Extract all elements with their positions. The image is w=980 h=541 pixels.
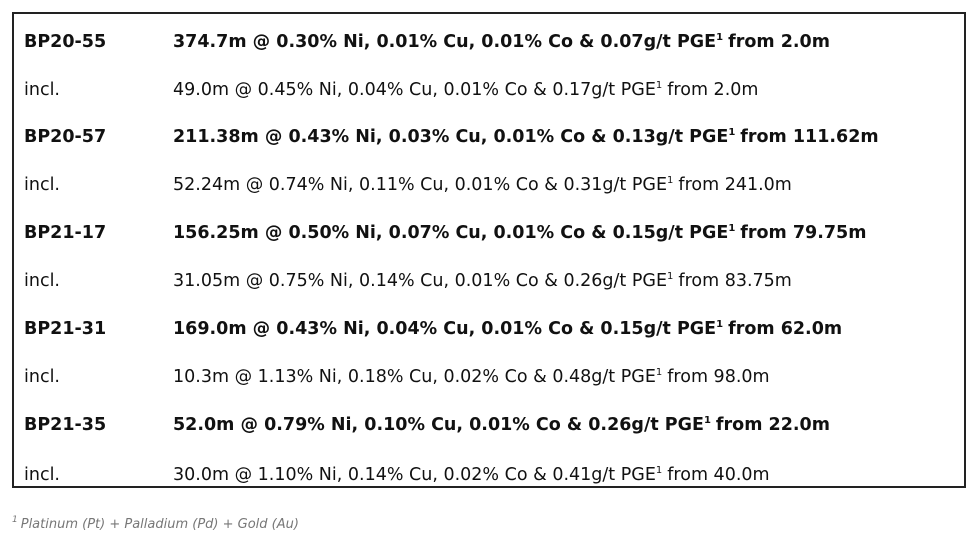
from-depth: from 241.0m [678,175,792,195]
intercept: 30.0m @ 1.10% Ni, 0.14% Cu, 0.02% Co & 0… [173,465,770,485]
intercept: 10.3m @ 1.13% Ni, 0.18% Cu, 0.02% Co & 0… [173,367,770,387]
intercept-text: 156.25m @ 0.50% Ni, 0.07% Cu, 0.01% Co &… [173,223,729,243]
from-depth: from 22.0m [715,415,830,435]
note-mark: 1 [716,319,724,330]
intercept-text: 169.0m @ 0.43% Ni, 0.04% Cu, 0.01% Co & … [173,319,717,339]
intercept-text: 52.24m @ 0.74% Ni, 0.11% Cu, 0.01% Co & … [173,175,668,195]
from-depth: from 111.62m [740,127,879,147]
hole-id: BP21-17 [24,223,107,243]
note-mark: 1 [667,271,674,282]
hole-id: BP21-35 [24,415,107,435]
from-depth: from 2.0m [667,80,759,100]
note-mark: 1 [655,465,663,476]
from-depth: from 40.0m [667,465,770,485]
intercept: 374.7m @ 0.30% Ni, 0.01% Cu, 0.01% Co & … [173,32,830,52]
note-mark: 1 [655,80,663,91]
footnote-text: Platinum (Pt) + Palladium (Pd) + Gold (A… [20,517,299,532]
table-row: incl. 30.0m @ 1.10% Ni, 0.14% Cu, 0.02% C… [14,451,964,499]
hole-id: incl. [24,80,60,100]
hole-id: incl. [24,367,60,387]
hole-id: BP20-57 [24,127,107,147]
from-depth: from 79.75m [740,223,867,243]
intercept-text: 374.7m @ 0.30% Ni, 0.01% Cu, 0.01% Co & … [173,32,717,52]
footnote: 1 Platinum (Pt) + Palladium (Pd) + Gold (… [12,515,299,532]
intercept: 52.0m @ 0.79% Ni, 0.10% Cu, 0.01% Co & 0… [173,415,830,435]
table-row: incl. 31.05m @ 0.75% Ni, 0.14% Cu, 0.01% … [14,257,964,305]
hole-id: incl. [24,271,60,291]
footnote-mark: 1 [12,515,18,525]
table-row: incl. 49.0m @ 0.45% Ni, 0.04% Cu, 0.01% C… [14,66,964,114]
table-row: BP20-57 211.38m @ 0.43% Ni, 0.03% Cu, 0.0… [14,113,964,161]
intercept: 156.25m @ 0.50% Ni, 0.07% Cu, 0.01% Co &… [173,223,866,243]
intercept: 49.0m @ 0.45% Ni, 0.04% Cu, 0.01% Co & 0… [173,80,758,100]
note-mark: 1 [667,175,674,186]
hole-id: incl. [24,175,60,195]
table-row: BP20-55 374.7m @ 0.30% Ni, 0.01% Cu, 0.01… [14,18,964,66]
intercept-text: 30.0m @ 1.10% Ni, 0.14% Cu, 0.02% Co & 0… [173,465,656,485]
from-depth: from 62.0m [728,319,843,339]
intercept: 31.05m @ 0.75% Ni, 0.14% Cu, 0.01% Co & … [173,271,792,291]
from-depth: from 98.0m [667,367,770,387]
hole-id: BP21-31 [24,319,107,339]
note-mark: 1 [728,223,736,234]
note-mark: 1 [703,415,711,426]
note-mark: 1 [728,127,736,138]
table-row: BP21-35 52.0m @ 0.79% Ni, 0.10% Cu, 0.01%… [14,401,964,449]
intercept-text: 31.05m @ 0.75% Ni, 0.14% Cu, 0.01% Co & … [173,271,668,291]
intercept: 211.38m @ 0.43% Ni, 0.03% Cu, 0.01% Co &… [173,127,879,147]
intercept-text: 49.0m @ 0.45% Ni, 0.04% Cu, 0.01% Co & 0… [173,80,656,100]
note-mark: 1 [716,32,724,43]
table-row: BP21-31 169.0m @ 0.43% Ni, 0.04% Cu, 0.01… [14,305,964,353]
hole-id: incl. [24,465,60,485]
results-table: BP20-55 374.7m @ 0.30% Ni, 0.01% Cu, 0.01… [12,12,966,488]
hole-id: BP20-55 [24,32,107,52]
table-row: incl. 10.3m @ 1.13% Ni, 0.18% Cu, 0.02% C… [14,353,964,401]
intercept-text: 10.3m @ 1.13% Ni, 0.18% Cu, 0.02% Co & 0… [173,367,656,387]
table-row: BP21-17 156.25m @ 0.50% Ni, 0.07% Cu, 0.0… [14,209,964,257]
table-row: incl. 52.24m @ 0.74% Ni, 0.11% Cu, 0.01% … [14,161,964,209]
from-depth: from 2.0m [728,32,830,52]
intercept-text: 52.0m @ 0.79% Ni, 0.10% Cu, 0.01% Co & 0… [173,415,704,435]
note-mark: 1 [655,367,663,378]
intercept: 52.24m @ 0.74% Ni, 0.11% Cu, 0.01% Co & … [173,175,792,195]
from-depth: from 83.75m [678,271,792,291]
intercept: 169.0m @ 0.43% Ni, 0.04% Cu, 0.01% Co & … [173,319,842,339]
intercept-text: 211.38m @ 0.43% Ni, 0.03% Cu, 0.01% Co &… [173,127,729,147]
